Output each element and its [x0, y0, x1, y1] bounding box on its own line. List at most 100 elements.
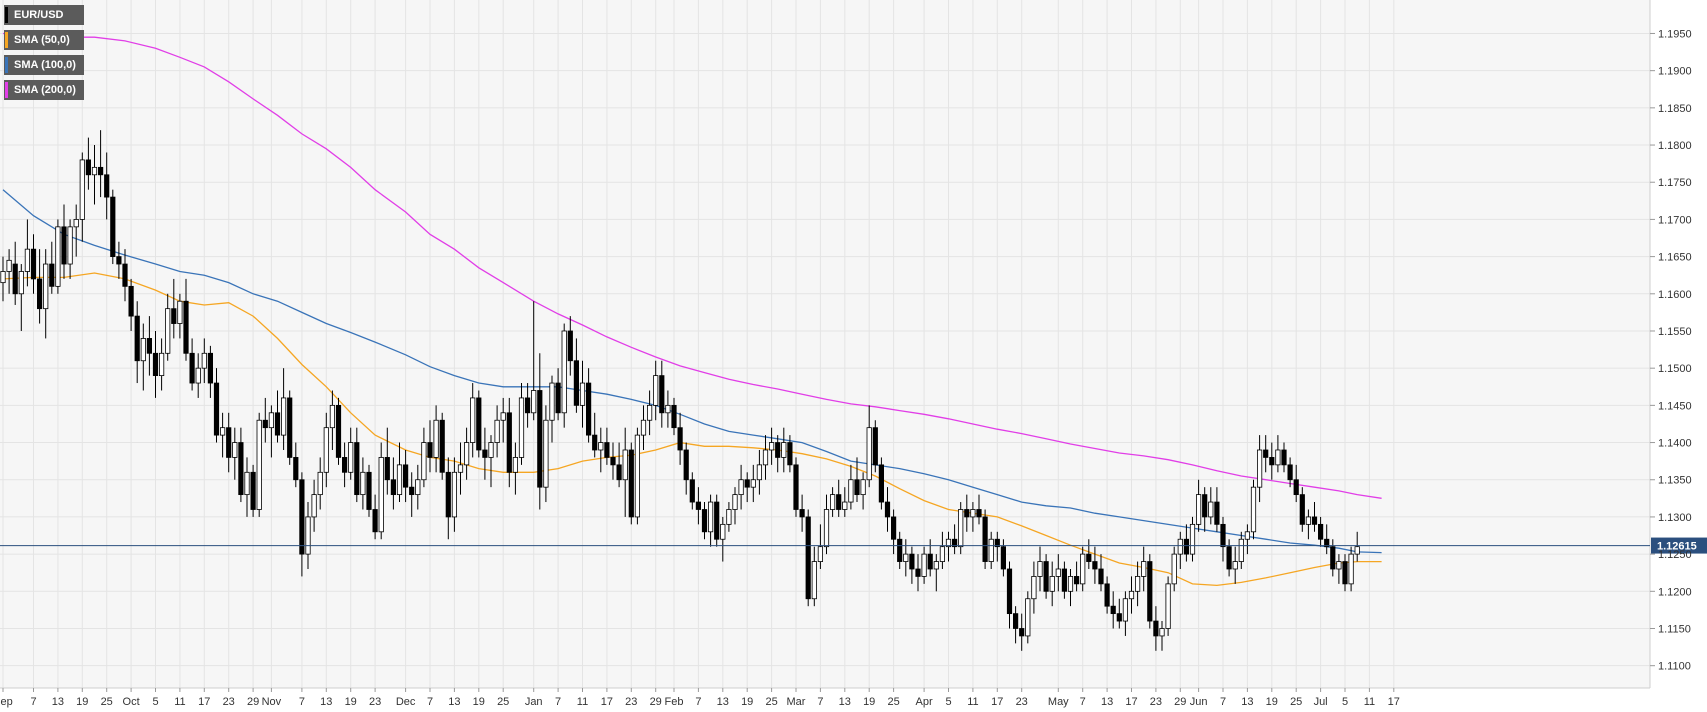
candle-body-up — [1232, 561, 1238, 570]
x-tick-label: Dec — [396, 696, 416, 708]
candle — [854, 457, 860, 503]
x-tick-label: 25 — [765, 696, 777, 708]
candle-body-up — [18, 271, 24, 295]
candle-body-down — [1147, 561, 1153, 622]
y-tick-label: 1.1250 — [1658, 549, 1692, 561]
candle-body-up — [720, 523, 726, 540]
candle-body-down — [189, 352, 195, 384]
candle-body-down — [683, 449, 689, 481]
legend-label: EUR/USD — [14, 9, 64, 21]
candle-body-down — [1006, 568, 1013, 615]
candle — [701, 502, 708, 540]
candle-body-up — [360, 471, 366, 496]
candle — [982, 509, 988, 569]
candle — [781, 427, 787, 473]
candle — [500, 397, 506, 443]
candle — [891, 509, 897, 555]
candle — [1269, 442, 1275, 480]
candle — [24, 219, 31, 287]
x-tick-label: 19 — [741, 696, 753, 708]
candle — [213, 368, 220, 443]
candle-body-up — [921, 553, 927, 577]
candle — [872, 420, 878, 473]
candle — [378, 442, 384, 540]
candle-body-down — [146, 338, 152, 354]
x-tick-label: Feb — [665, 696, 684, 708]
candle-body-down — [110, 196, 116, 258]
candle-body-down — [775, 442, 781, 458]
candle — [1013, 606, 1019, 644]
candle — [1141, 546, 1147, 592]
candle-body-down — [1019, 628, 1025, 637]
candle-body-down — [555, 382, 561, 414]
legend-item-sma100[interactable]: SMA (100,0) — [4, 55, 84, 75]
candle — [1281, 442, 1287, 473]
candle — [396, 442, 403, 503]
x-tick-label: 7 — [555, 696, 561, 708]
candle-body-down — [793, 464, 799, 510]
candle-body-down — [1311, 516, 1318, 525]
candle — [1232, 546, 1238, 584]
candle-body-down — [1226, 546, 1232, 570]
y-tick-label: 1.1200 — [1658, 586, 1692, 598]
candles — [0, 130, 1360, 651]
candle — [158, 338, 165, 391]
candle-body-up — [1159, 628, 1165, 637]
legend-item-sma50[interactable]: SMA (50,0) — [4, 30, 84, 50]
candle — [1159, 621, 1165, 651]
legend-swatch-sma200 — [5, 82, 8, 98]
candle — [805, 509, 811, 607]
candle — [823, 494, 830, 555]
candle-body-down — [836, 494, 842, 510]
x-tick-label: Mar — [787, 696, 806, 708]
candle — [402, 449, 409, 503]
candle — [104, 152, 110, 220]
candle-body-up — [1177, 538, 1183, 555]
candle-body-down — [952, 538, 958, 548]
candle — [482, 427, 488, 480]
candle-body-down — [226, 427, 232, 458]
x-tick-label: 29 — [650, 696, 662, 708]
candle — [1238, 531, 1244, 569]
x-tick-label: Sep — [0, 696, 13, 708]
candle — [817, 524, 824, 569]
candle — [1080, 546, 1086, 592]
candle — [207, 345, 213, 398]
candle-body-up — [811, 561, 817, 600]
legend-item-sma200[interactable]: SMA (200,0) — [4, 80, 84, 100]
candle — [85, 137, 91, 190]
candle — [287, 390, 293, 465]
y-tick-label: 1.1750 — [1658, 177, 1692, 189]
candle-body-down — [85, 159, 91, 176]
candle — [329, 390, 336, 450]
candle — [73, 204, 79, 257]
x-tick-label: 23 — [1150, 696, 1162, 708]
candle-body-up — [1165, 583, 1171, 629]
candle — [659, 360, 665, 428]
candle-body-down — [152, 352, 159, 377]
candle — [756, 449, 763, 495]
y-tick-label: 1.1150 — [1658, 623, 1691, 635]
candle-body-up — [842, 501, 848, 510]
candle-body-up — [396, 464, 403, 496]
x-tick-label: 11 — [174, 696, 185, 708]
axis-background-bottom — [0, 688, 1650, 712]
candle-body-up — [903, 553, 909, 562]
current-price: 1.12615 — [0, 537, 1707, 554]
x-tick-label: 19 — [1266, 696, 1278, 708]
candle-body-down — [134, 315, 140, 362]
candle-body-down — [37, 278, 43, 310]
x-tick-label: 19 — [863, 696, 875, 708]
candle-body-down — [171, 308, 177, 324]
candle-body-down — [525, 397, 531, 414]
candle-body-up — [79, 159, 85, 220]
candle — [1147, 554, 1153, 629]
candle — [769, 427, 775, 465]
candle-body-down — [1098, 568, 1104, 585]
sma-200-line — [2, 32, 1382, 499]
legend-item-eurusd[interactable]: EUR/USD — [4, 5, 84, 25]
x-tick-label: 25 — [497, 696, 509, 708]
y-tick-label: 1.1850 — [1658, 103, 1692, 115]
